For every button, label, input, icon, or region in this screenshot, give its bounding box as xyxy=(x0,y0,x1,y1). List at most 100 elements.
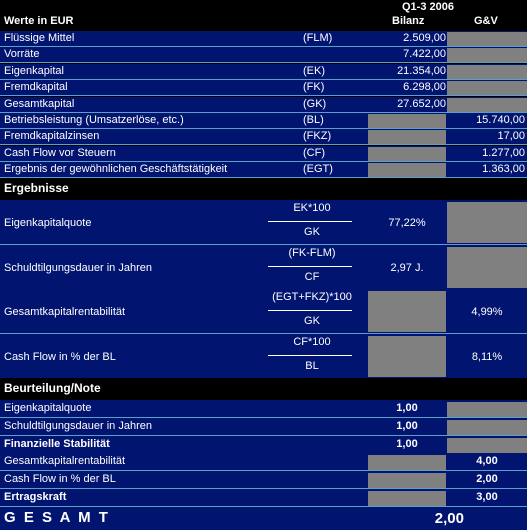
gray-cell xyxy=(368,473,446,488)
data-row: Eigenkapital (EK) 21.354,00 xyxy=(0,64,527,80)
grid-line xyxy=(0,128,527,129)
gray-cell xyxy=(447,402,527,417)
gray-cell xyxy=(368,114,446,128)
ergebnisse-title: Ergebnisse xyxy=(4,181,69,195)
gray-cell xyxy=(368,163,446,177)
grid-line xyxy=(0,506,527,507)
result-label: Gesamtkapitalrentabilität xyxy=(4,306,126,318)
bilanz-value: 6.298,00 xyxy=(403,81,446,93)
gesamt-row: G E S A M T 2,00 xyxy=(0,507,527,530)
gray-cell xyxy=(368,147,446,161)
gray-cell xyxy=(368,491,446,506)
formula-numerator: (EGT+FKZ)*100 xyxy=(272,291,352,303)
row-label: Eigenkapital xyxy=(4,65,64,77)
formula-numerator: CF*100 xyxy=(293,336,331,348)
formula-numerator: (FK-FLM) xyxy=(288,247,336,259)
guv-grade: 3,00 xyxy=(476,491,498,503)
grid-line xyxy=(0,488,527,489)
gray-cell xyxy=(447,65,527,79)
guv-value: 8,11% xyxy=(471,351,503,363)
row-label: Gesamtkapital xyxy=(4,98,75,110)
row-label: Flüssige Mittel xyxy=(4,32,75,44)
row-abbr: (EGT) xyxy=(303,163,333,175)
fraction-bar xyxy=(268,221,352,222)
rating-row: Gesamtkapitalrentabilität 4,00 xyxy=(0,453,527,471)
gray-cell xyxy=(368,336,446,377)
gray-cell xyxy=(447,98,527,112)
formula-numerator: EK*100 xyxy=(293,202,331,214)
row-abbr: (GK) xyxy=(303,98,327,110)
guv-grade: 2,00 xyxy=(476,473,498,485)
row-label: Ergebnis der gewöhnlichen Geschäftstätig… xyxy=(4,163,228,175)
grid-line xyxy=(0,144,527,145)
row-label: Vorräte xyxy=(4,48,40,60)
rating-label: Gesamtkapitalrentabilität xyxy=(4,455,126,467)
fraction-bar xyxy=(268,266,352,267)
row-abbr: (CF) xyxy=(303,147,325,159)
gray-cell xyxy=(368,455,446,470)
gray-cell xyxy=(447,48,527,62)
row-label: Fremdkapital xyxy=(4,81,68,93)
row-abbr: (FKZ) xyxy=(303,130,332,142)
bilanz-value: 2.509,00 xyxy=(403,32,446,44)
grid-line xyxy=(0,417,527,418)
row-abbr: (FLM) xyxy=(303,32,333,44)
rating-row: Cash Flow in % der BL 2,00 xyxy=(0,471,527,489)
bilanz-value: 2,97 J. xyxy=(390,262,424,274)
grid-line xyxy=(0,62,527,63)
period-label: Q1-3 2006 xyxy=(402,1,454,13)
data-row: Flüssige Mittel (FLM) 2.509,00 xyxy=(0,31,527,47)
bilanz-grade: 1,00 xyxy=(396,402,418,414)
bilanz-value: 21.354,00 xyxy=(397,65,446,77)
gray-cell xyxy=(447,32,527,46)
result-label: Eigenkapitalquote xyxy=(4,217,92,229)
guv-value: 4,99% xyxy=(471,306,503,318)
rating-label: Eigenkapitalquote xyxy=(4,402,92,414)
gesamt-value: 2,00 xyxy=(434,510,464,527)
beurteilung-title: Beurteilung/Note xyxy=(4,381,101,395)
data-row: Fremdkapitalzinsen (FKZ) 17,00 xyxy=(0,129,527,145)
row-label: Cash Flow vor Steuern xyxy=(4,147,116,159)
grid-line xyxy=(0,46,527,47)
fraction-bar xyxy=(268,355,352,356)
bilanz-grade: 1,00 xyxy=(396,420,418,432)
gray-cell xyxy=(368,291,446,332)
row-abbr: (BL) xyxy=(303,114,324,126)
table-header: Q1-3 2006 Werte in EUR Bilanz G&V xyxy=(0,0,527,31)
gray-cell xyxy=(447,247,527,288)
data-row: Fremdkapital (FK) 6.298,00 xyxy=(0,80,527,96)
formula-denominator: BL xyxy=(305,360,319,372)
rating-row: Ertragskraft 3,00 xyxy=(0,489,527,507)
col-bilanz-header: Bilanz xyxy=(392,15,425,27)
gray-cell xyxy=(447,420,527,435)
result-row: Schuldtilgungsdauer in Jahren (FK-FLM) CF 2… xyxy=(0,245,527,290)
result-row: Eigenkapitalquote EK*100 GK 77,22% xyxy=(0,200,527,245)
grid-line xyxy=(0,435,527,436)
formula-denominator: CF xyxy=(304,271,320,283)
rating-row: Finanzielle Stabilität 1,00 xyxy=(0,436,527,454)
grid-line xyxy=(0,470,527,471)
guv-value: 1.363,00 xyxy=(482,163,525,175)
data-row: Cash Flow vor Steuern (CF) 1.277,00 xyxy=(0,146,527,162)
row-abbr: (FK) xyxy=(303,81,325,93)
data-row: Ergebnis der gewöhnlichen Geschäftstätig… xyxy=(0,162,527,178)
formula-denominator: GK xyxy=(304,315,320,327)
grid-line xyxy=(0,177,527,178)
grid-line xyxy=(0,161,527,162)
fraction-bar xyxy=(268,310,352,311)
ergebnisse-header: Ergebnisse xyxy=(0,179,527,199)
row-abbr: (EK) xyxy=(303,65,325,77)
guv-grade: 4,00 xyxy=(476,455,498,467)
header-title: Werte in EUR xyxy=(4,15,74,27)
guv-value: 17,00 xyxy=(497,130,525,142)
gray-cell xyxy=(447,438,527,453)
data-row: Vorräte 7.422,00 xyxy=(0,47,527,63)
rating-row: Eigenkapitalquote 1,00 xyxy=(0,400,527,418)
formula-denominator: GK xyxy=(304,226,320,238)
grid-line xyxy=(0,79,527,80)
rating-label: Finanzielle Stabilität xyxy=(4,438,110,450)
rating-label: Cash Flow in % der BL xyxy=(4,473,116,485)
data-row: Betriebsleistung (Umsatzerlöse, etc.) (BL… xyxy=(0,113,527,129)
result-label: Cash Flow in % der BL xyxy=(4,351,116,363)
